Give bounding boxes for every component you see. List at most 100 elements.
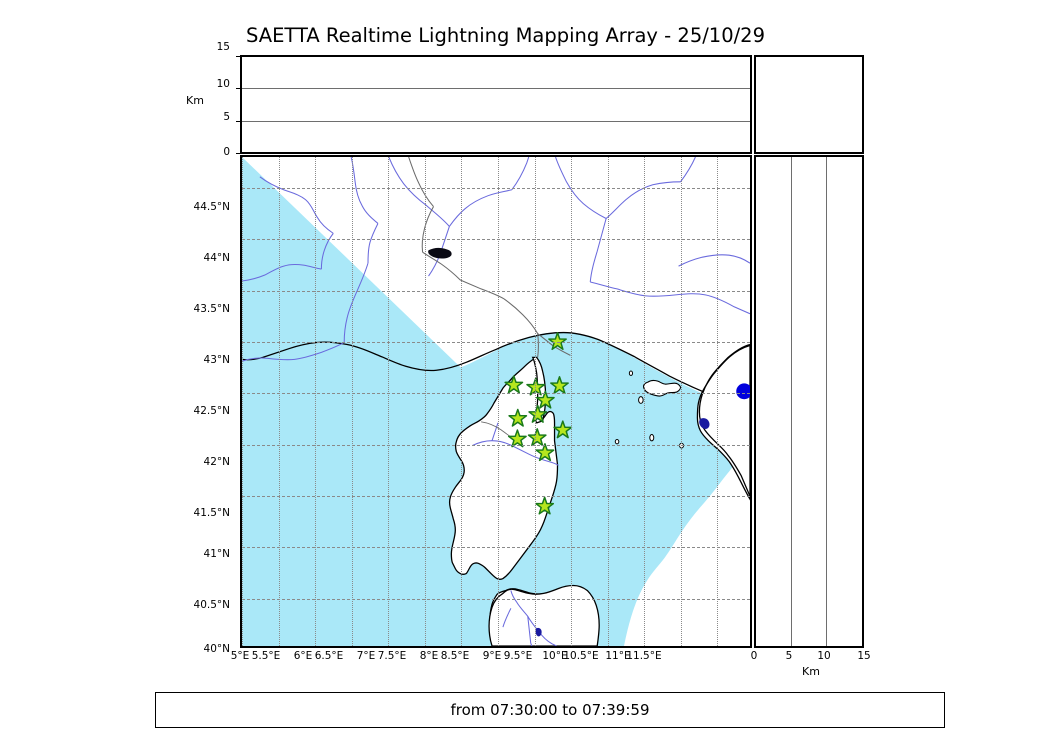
longitude-tick-5: 5°E — [230, 650, 250, 662]
longitude-gridline — [717, 157, 719, 646]
lake-sardinia — [535, 627, 542, 637]
island-gorgona — [628, 370, 634, 376]
time-range-text: from 07:30:00 to 07:39:59 — [450, 701, 650, 719]
latitude-gridline — [242, 495, 750, 497]
latitude-tick-40: 40°N — [203, 643, 230, 655]
longitude-tick-8-5: 8.5°E — [440, 650, 470, 662]
latitude-gridline — [242, 393, 750, 395]
station-star-marker[interactable] — [550, 376, 569, 395]
altitude-longitude-panel[interactable] — [240, 55, 752, 154]
axis-tick — [236, 88, 240, 89]
station-star-marker[interactable] — [526, 377, 546, 396]
longitude-gridline — [571, 157, 573, 646]
time-range-caption: from 07:30:00 to 07:39:59 — [155, 692, 945, 728]
longitude-tick-5-5: 5.5°E — [251, 650, 281, 662]
altitude-tick-10: 10 — [216, 78, 230, 90]
latitude-gridline — [242, 290, 750, 292]
longitude-gridline — [424, 157, 426, 646]
longitude-tick-8: 8°E — [419, 650, 439, 662]
borders-layer — [408, 157, 571, 358]
panel-gridline — [826, 157, 828, 646]
station-star-marker[interactable] — [507, 429, 527, 448]
longitude-tick-9-5: 9.5°E — [503, 650, 533, 662]
lake-italy — [699, 418, 710, 429]
longitude-tick-6-5: 6.5°E — [314, 650, 344, 662]
station-star-marker[interactable] — [527, 428, 547, 447]
map-panel[interactable] — [240, 155, 752, 648]
coast-france-italy — [242, 331, 750, 410]
latitude-gridline — [242, 187, 750, 189]
longitude-gridline — [461, 157, 463, 646]
longitude-tick-10: 10°E — [542, 650, 568, 662]
longitude-gridline — [315, 157, 317, 646]
latitude-tick-43-5: 43.5°N — [193, 303, 230, 315]
panel-gridline — [790, 157, 792, 646]
axis-tick — [236, 121, 240, 122]
longitude-gridline — [242, 157, 243, 646]
island-capraia — [638, 396, 644, 404]
page-title: SAETTA Realtime Lightning Mapping Array … — [246, 24, 765, 47]
land-elba — [643, 379, 682, 397]
latitude-gridline — [242, 341, 750, 343]
latitude-tick-42: 42°N — [203, 456, 230, 468]
altitude-tick-0: 0 — [223, 146, 230, 158]
longitude-tick-11: 11°E — [605, 650, 631, 662]
side-tick-15: 15 — [857, 650, 871, 662]
station-star-marker[interactable] — [535, 496, 555, 515]
latitude-tick-43: 43°N — [203, 354, 230, 366]
altitude-tick-15: 15 — [216, 41, 230, 53]
land-sardinia-body — [488, 584, 600, 646]
side-tick-10: 10 — [817, 650, 831, 662]
station-star-marker[interactable] — [504, 375, 524, 394]
latitude-altitude-panel[interactable] — [754, 155, 864, 648]
lake-france — [428, 247, 452, 259]
latitude-tick-44-5: 44.5°N — [193, 201, 230, 213]
station-star-marker[interactable] — [535, 390, 555, 409]
longitude-gridline — [388, 157, 390, 646]
latitude-gridline — [242, 239, 750, 241]
side-tick-0: 0 — [750, 650, 758, 662]
sardinia-rivers — [502, 590, 557, 646]
latitude-tick-44: 44°N — [203, 252, 230, 264]
latitude-tick-41-5: 41.5°N — [193, 507, 230, 519]
panel-gridline — [242, 87, 750, 89]
station-star-marker[interactable] — [508, 408, 528, 427]
longitude-gridline — [680, 157, 682, 646]
latitude-gridline — [242, 547, 750, 549]
corsica-rivers — [471, 422, 559, 466]
corner-panel — [754, 55, 864, 154]
longitude-gridline — [351, 157, 353, 646]
blue-marker-layer[interactable] — [736, 383, 750, 400]
longitude-gridline — [644, 157, 646, 646]
longitude-gridline — [534, 157, 536, 646]
latitude-tick-40-5: 40.5°N — [193, 599, 230, 611]
island-pianosa — [649, 434, 655, 442]
longitude-tick-11-5: 11.5°E — [626, 650, 662, 662]
altitude-axis-label: Km — [186, 94, 204, 107]
altitude-tick-5: 5 — [223, 111, 230, 123]
blue-dot-marker[interactable] — [736, 383, 750, 400]
axis-tick — [236, 56, 240, 57]
longitude-tick-10-5: 10.5°E — [563, 650, 599, 662]
longitude-tick-9: 9°E — [482, 650, 502, 662]
longitude-tick-6: 6°E — [293, 650, 313, 662]
longitude-gridline — [498, 157, 499, 646]
longitude-tick-7-5: 7.5°E — [377, 650, 407, 662]
axis-tick — [236, 153, 240, 154]
station-star-marker[interactable] — [535, 443, 555, 462]
station-star-marker[interactable] — [528, 404, 548, 423]
longitude-gridline — [278, 157, 280, 646]
side-tick-5: 5 — [785, 650, 793, 662]
station-star-marker[interactable] — [553, 420, 573, 439]
side-axis-label: Km — [802, 665, 820, 678]
latitude-gridline — [242, 598, 750, 600]
island-montecristo — [614, 438, 620, 445]
panel-gridline — [242, 120, 750, 122]
station-markers-layer[interactable] — [504, 332, 573, 515]
station-star-marker[interactable] — [548, 332, 567, 351]
rivers-layer — [242, 157, 750, 362]
longitude-tick-7: 7°E — [356, 650, 376, 662]
longitude-gridline — [607, 157, 609, 646]
latitude-gridline — [242, 444, 750, 446]
